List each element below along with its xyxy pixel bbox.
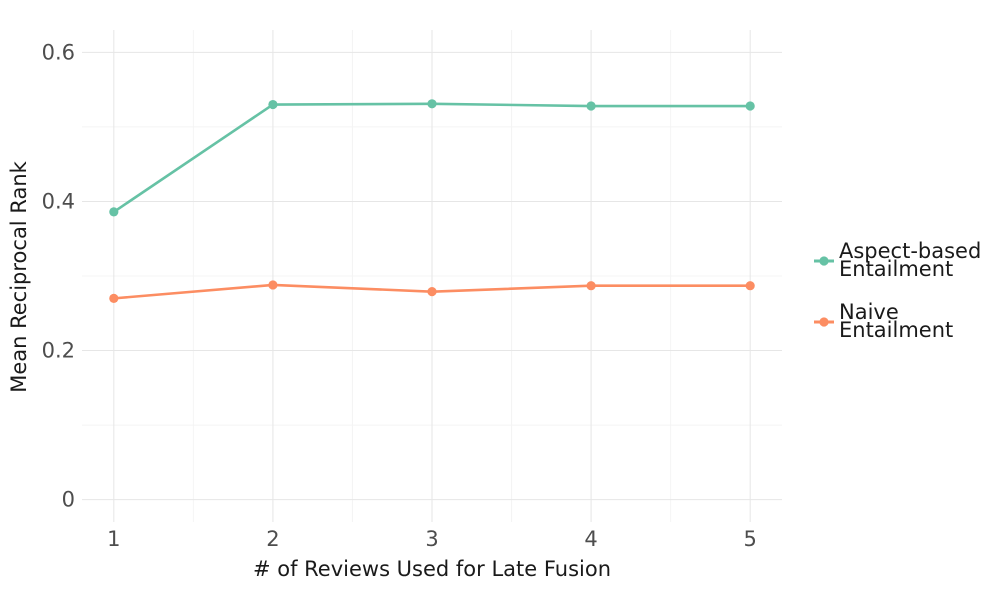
legend-label-line: Entailment (839, 257, 953, 281)
data-point (268, 280, 278, 290)
x-tick-label: 3 (425, 527, 438, 551)
y-axis-ticks: 0 0.2 0.4 0.6 (42, 40, 75, 511)
data-point (427, 287, 437, 297)
x-axis-title: # of Reviews Used for Late Fusion (253, 557, 611, 581)
legend-label-line: Naive (839, 300, 899, 324)
x-axis-ticks: 1 2 3 4 5 (107, 527, 757, 551)
legend-key-point (819, 317, 829, 327)
series-1 (109, 99, 755, 217)
data-point (586, 281, 596, 291)
data-point (268, 99, 278, 110)
legend-label: Aspect-based Entailment (839, 239, 981, 281)
series-2 (109, 280, 755, 303)
major-gridlines (82, 30, 782, 522)
data-point (745, 281, 755, 291)
y-tick-label: 0.4 (42, 189, 75, 213)
legend-label-line: Entailment (839, 318, 953, 342)
data-point (109, 293, 119, 303)
x-tick-label: 5 (743, 527, 756, 551)
legend-label: Naive Entailment (839, 300, 953, 342)
y-axis-title: Mean Reciprocal Rank (7, 160, 31, 392)
data-point (109, 207, 119, 217)
x-tick-label: 1 (107, 527, 120, 551)
series-layer (109, 99, 755, 303)
y-tick-label: 0.6 (42, 40, 75, 64)
legend-label-line: Aspect-based (839, 239, 981, 263)
legend-item: Naive Entailment (814, 300, 953, 342)
legend-item: Aspect-based Entailment (814, 239, 981, 281)
legend-key-point (819, 256, 829, 266)
data-point (586, 101, 596, 111)
x-tick-label: 2 (266, 527, 279, 551)
x-tick-label: 4 (584, 527, 597, 551)
data-point (745, 101, 755, 111)
y-tick-label: 0.2 (42, 339, 75, 363)
y-tick-label: 0 (62, 488, 75, 512)
data-point (427, 99, 437, 109)
